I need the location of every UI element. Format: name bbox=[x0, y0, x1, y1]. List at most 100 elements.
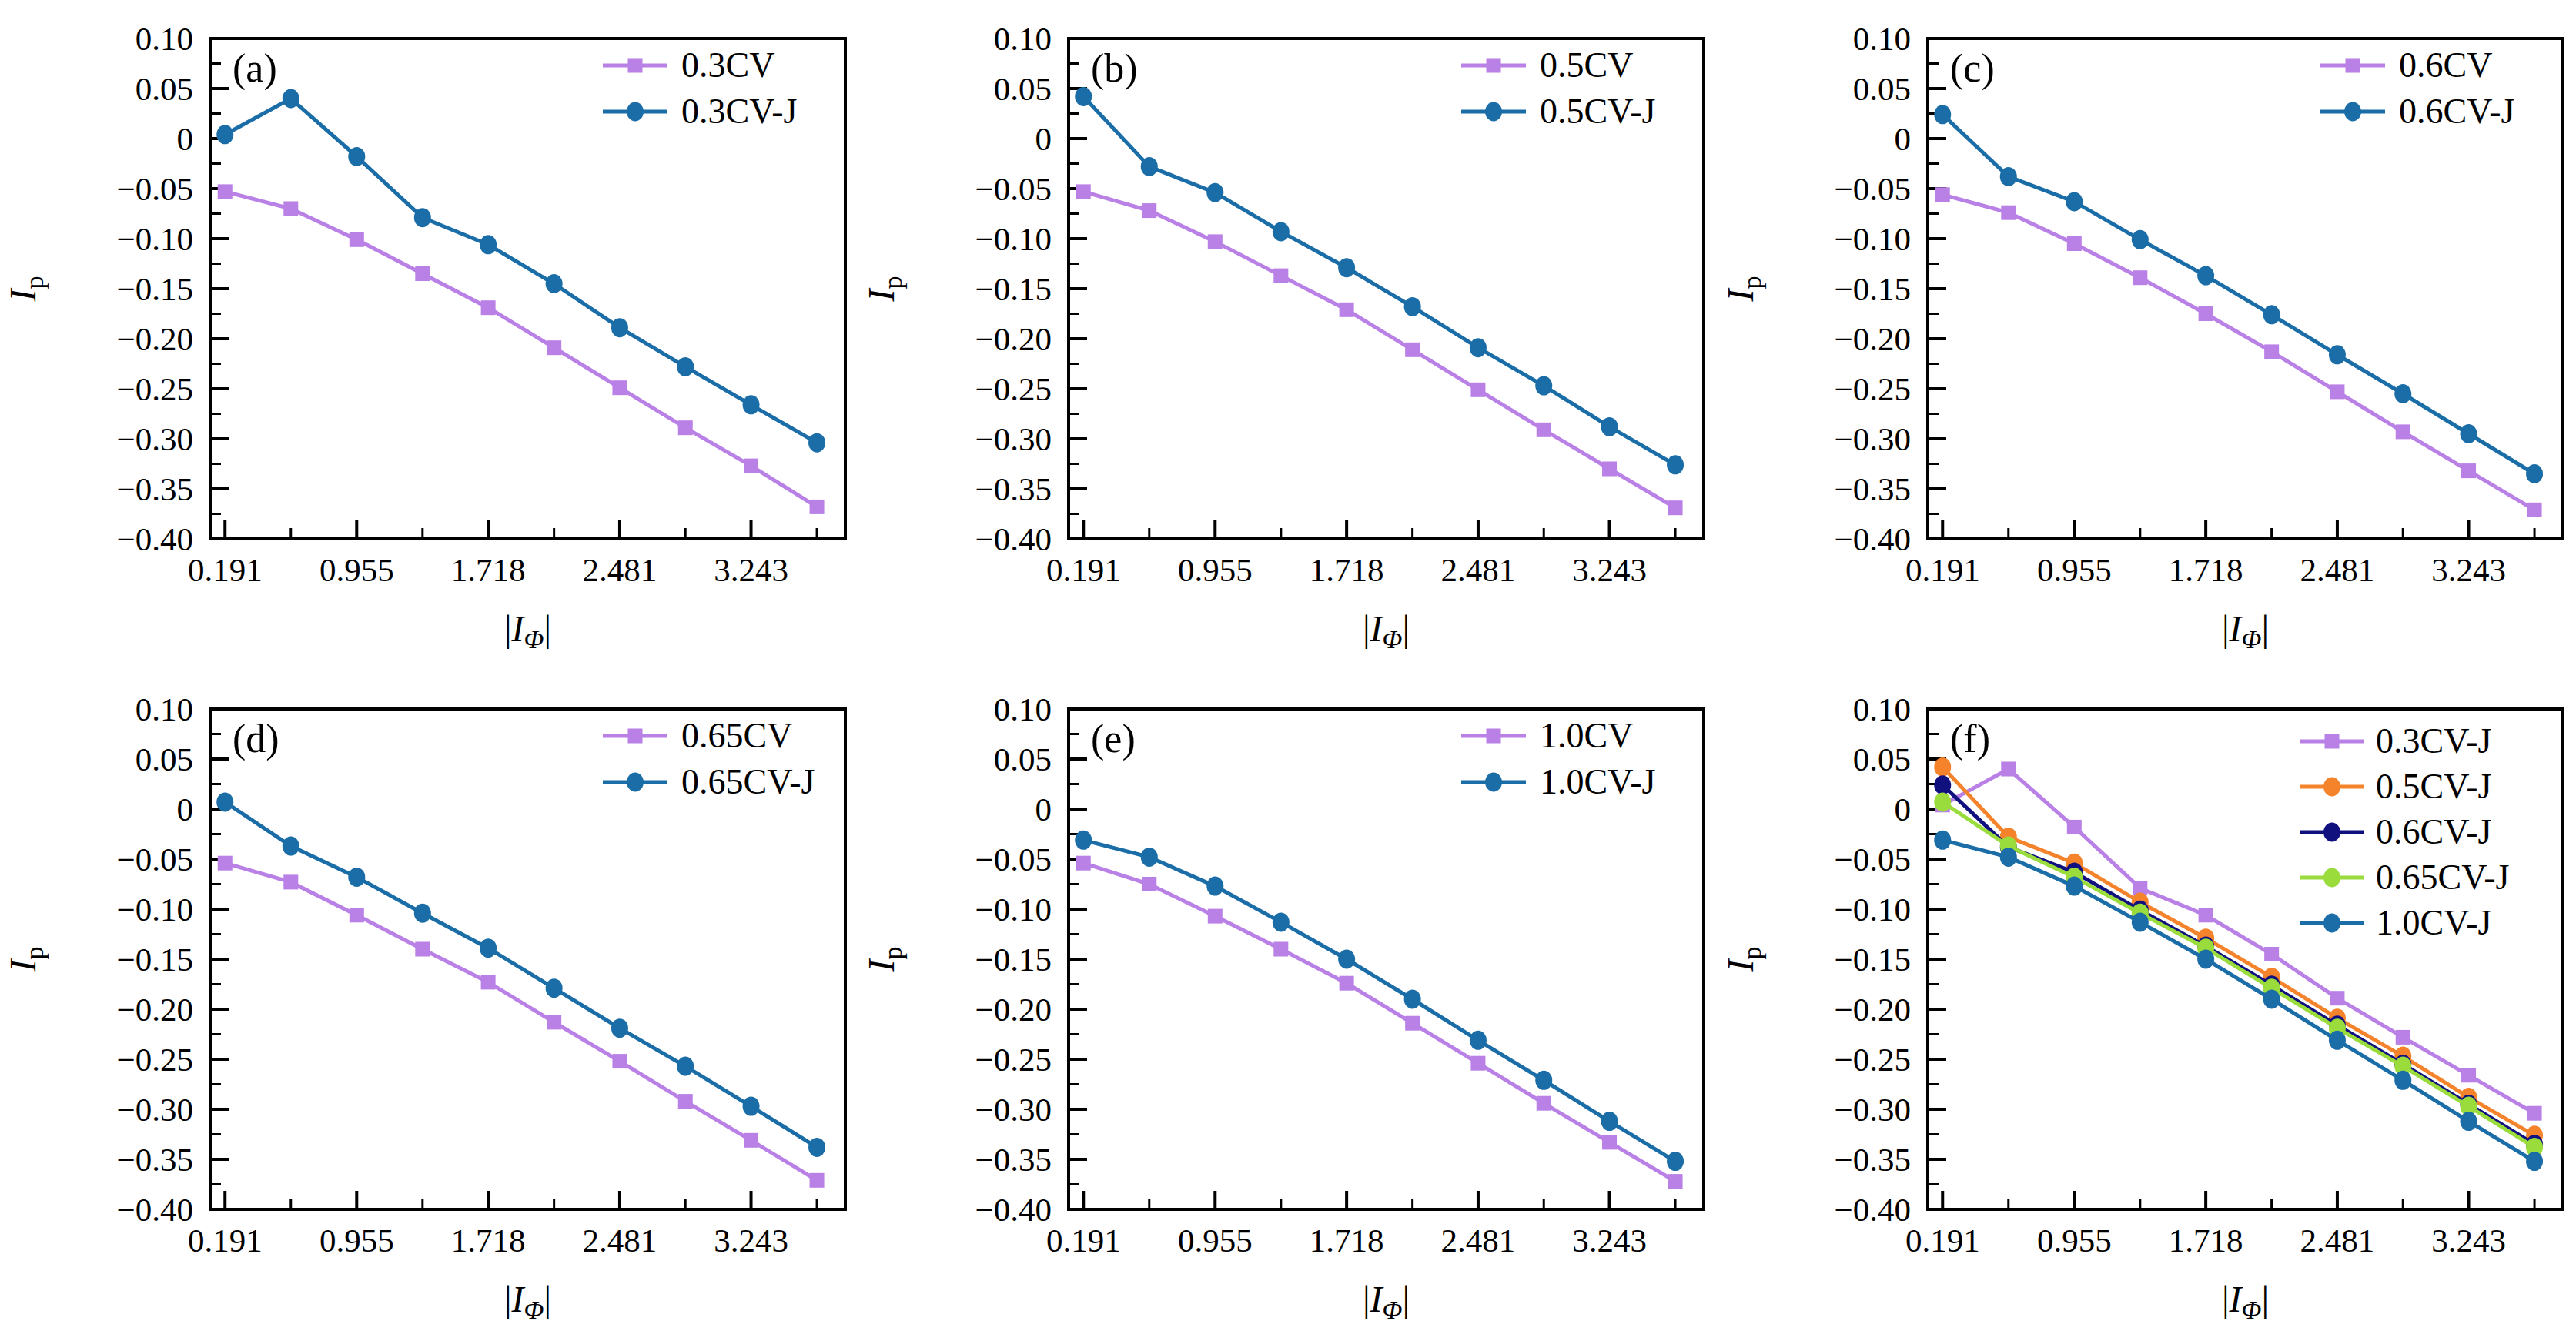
y-tick-label: −0.05 bbox=[975, 841, 1052, 878]
legend-item-0.65CV: 0.65CV bbox=[603, 716, 792, 755]
x-tick-label: 1.718 bbox=[451, 552, 526, 588]
marker-square bbox=[1076, 856, 1091, 871]
chart-a: 0.100.050−0.05−0.10−0.15−0.20−0.25−0.30−… bbox=[0, 0, 858, 670]
marker-square bbox=[1537, 1096, 1551, 1111]
y-tick-label: −0.15 bbox=[1834, 271, 1911, 307]
y-tick-label: −0.15 bbox=[1834, 941, 1911, 978]
series-line-0.3CV-J bbox=[225, 99, 817, 443]
marker-square bbox=[2264, 947, 2279, 961]
y-tick-label: 0.10 bbox=[1853, 691, 1911, 727]
marker-square bbox=[2396, 424, 2410, 439]
legend-label: 0.6CV-J bbox=[2376, 812, 2491, 851]
legend-item-0.65CV-J: 0.65CV-J bbox=[2300, 858, 2509, 897]
y-tick-label: 0.05 bbox=[994, 741, 1052, 778]
marker-circle bbox=[2197, 266, 2214, 286]
marker-square bbox=[2461, 463, 2476, 478]
marker-square bbox=[1273, 269, 1288, 283]
marker-circle bbox=[546, 274, 563, 293]
chart-e: 0.100.050−0.05−0.10−0.15−0.20−0.25−0.30−… bbox=[858, 670, 1717, 1341]
marker-square bbox=[612, 1054, 627, 1068]
x-tick-label: 0.955 bbox=[319, 1222, 394, 1259]
legend-item-0.5CV: 0.5CV bbox=[1461, 45, 1633, 85]
legend-marker-circle bbox=[2323, 823, 2340, 842]
marker-square bbox=[2067, 820, 2082, 834]
y-tick-label: 0.05 bbox=[1853, 741, 1911, 778]
marker-square bbox=[1142, 877, 1156, 891]
x-axis-label: |IΦ| bbox=[1363, 1279, 1410, 1324]
marker-circle bbox=[743, 1097, 760, 1116]
marker-square bbox=[283, 202, 298, 216]
y-tick-label: 0.10 bbox=[135, 691, 193, 727]
y-tick-label: −0.10 bbox=[1834, 221, 1911, 257]
y-tick-label: −0.10 bbox=[116, 891, 193, 928]
marker-circle bbox=[1667, 1152, 1684, 1171]
marker-circle bbox=[2329, 1031, 2346, 1050]
marker-circle bbox=[2066, 877, 2083, 896]
marker-square bbox=[1935, 187, 1950, 202]
marker-square bbox=[481, 300, 496, 315]
marker-circle bbox=[1206, 877, 1223, 896]
marker-circle bbox=[216, 792, 233, 811]
x-tick-label: 2.481 bbox=[1441, 1222, 1516, 1259]
y-tick-label: −0.10 bbox=[116, 221, 193, 257]
y-tick-label: −0.35 bbox=[1834, 1142, 1911, 1178]
chart-d: 0.100.050−0.05−0.10−0.15−0.20−0.25−0.30−… bbox=[0, 670, 858, 1341]
legend-item-0.6CV: 0.6CV bbox=[2320, 45, 2492, 85]
marker-square bbox=[1668, 500, 1683, 515]
legend-marker-circle bbox=[2323, 868, 2340, 888]
marker-circle bbox=[1470, 338, 1487, 357]
y-tick-label: −0.10 bbox=[975, 891, 1052, 928]
marker-square bbox=[1340, 303, 1354, 317]
marker-circle bbox=[808, 433, 825, 453]
y-tick-label: −0.30 bbox=[116, 1092, 193, 1128]
marker-circle bbox=[1601, 417, 1618, 436]
x-major-ticks bbox=[1942, 520, 2468, 539]
x-major-ticks bbox=[225, 1191, 751, 1209]
legend-item-0.6CV-J: 0.6CV-J bbox=[2300, 812, 2491, 851]
panel-b: 0.100.050−0.05−0.10−0.15−0.20−0.25−0.30−… bbox=[858, 0, 1717, 670]
y-tick-label: 0 bbox=[1035, 121, 1052, 157]
marker-circle bbox=[1338, 950, 1355, 969]
marker-square bbox=[547, 1015, 561, 1029]
marker-circle bbox=[2461, 1112, 2477, 1131]
y-tick-label: 0.05 bbox=[135, 741, 193, 778]
legend-item-1.0CV-J: 1.0CV-J bbox=[1461, 762, 1655, 801]
x-tick-label: 0.191 bbox=[188, 1222, 263, 1259]
y-tick-label: 0 bbox=[1895, 791, 1912, 828]
marker-circle bbox=[1470, 1031, 1487, 1050]
marker-square bbox=[1208, 234, 1223, 249]
marker-circle bbox=[2263, 990, 2280, 1009]
x-tick-label: 2.481 bbox=[2300, 1222, 2375, 1259]
legend-label: 0.6CV-J bbox=[2399, 92, 2514, 131]
series-line-0.5CV bbox=[1083, 192, 1675, 508]
legend-item-0.6CV-J: 0.6CV-J bbox=[2320, 92, 2514, 131]
x-tick-label: 1.718 bbox=[1310, 1222, 1384, 1259]
marker-circle bbox=[611, 318, 628, 337]
marker-square bbox=[2199, 306, 2213, 321]
y-tick-label: 0.10 bbox=[994, 21, 1052, 57]
marker-circle bbox=[743, 395, 760, 414]
legend-marker-square bbox=[1487, 729, 1501, 744]
y-tick-label: −0.05 bbox=[975, 171, 1052, 207]
marker-square bbox=[415, 942, 430, 957]
marker-circle bbox=[1075, 87, 1092, 106]
series-markers-0.3CV-J bbox=[216, 89, 825, 453]
marker-circle bbox=[808, 1138, 825, 1157]
marker-square bbox=[1076, 184, 1091, 199]
marker-circle bbox=[1667, 455, 1684, 474]
x-tick-label: 1.718 bbox=[1310, 552, 1384, 588]
x-tick-label: 3.243 bbox=[714, 552, 788, 588]
marker-circle bbox=[1141, 157, 1158, 176]
marker-circle bbox=[348, 147, 365, 166]
y-tick-label: −0.35 bbox=[975, 1142, 1052, 1178]
legend-label: 1.0CV bbox=[1540, 716, 1633, 755]
chart-f: 0.100.050−0.05−0.10−0.15−0.20−0.25−0.30−… bbox=[1718, 670, 2576, 1341]
legend-item-0.3CV-J: 0.3CV-J bbox=[2300, 721, 2491, 761]
y-tick-label: 0 bbox=[177, 121, 194, 157]
marker-square bbox=[2527, 503, 2542, 517]
x-tick-label: 3.243 bbox=[1572, 552, 1647, 588]
x-minor-ticks bbox=[2009, 528, 2534, 539]
y-tick-label: −0.20 bbox=[975, 992, 1052, 1028]
x-axis-label: |IΦ| bbox=[1363, 608, 1410, 654]
marker-circle bbox=[480, 235, 497, 254]
